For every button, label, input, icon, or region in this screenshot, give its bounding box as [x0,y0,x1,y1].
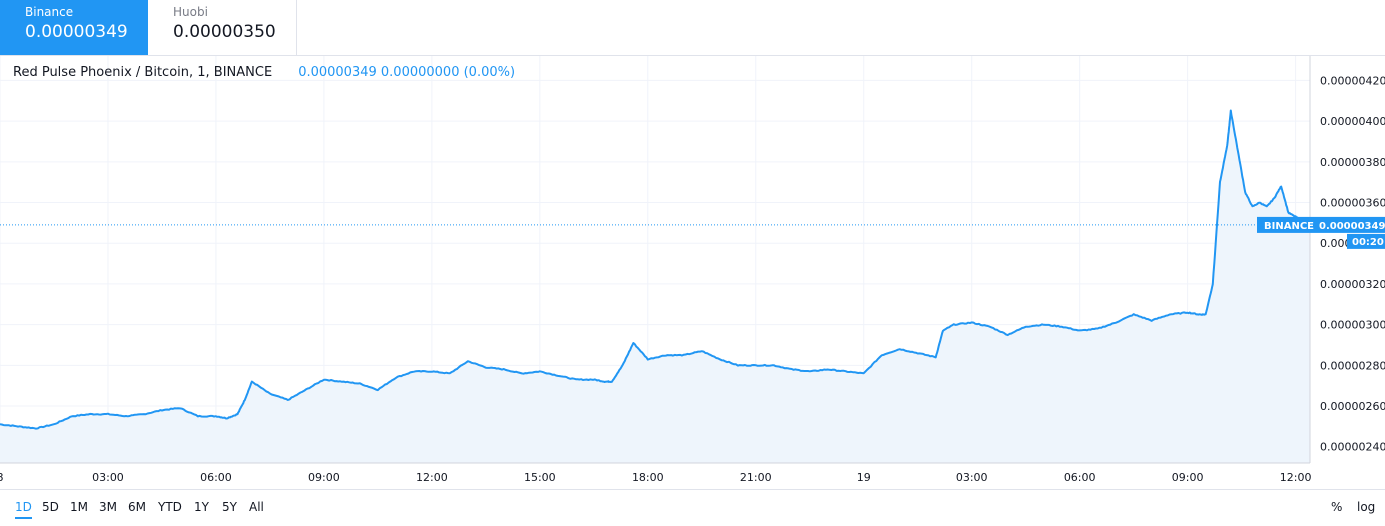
bottom-toolbar: 1D 5D 1M 3M 6M YTD 1Y 5Y All % log [0,489,1385,526]
last-price-badge-box [1257,216,1385,233]
range-5y[interactable]: 5Y [222,500,237,514]
range-3m[interactable]: 3M [99,500,117,514]
x-tick-label: 12:00 [416,471,448,484]
y-tick-label: 0.00000380 [1320,156,1385,169]
range-ytd[interactable]: YTD [158,500,182,514]
exchange-tabs: Binance 0.00000349 Huobi 0.00000350 [0,0,1385,56]
x-tick-label: 03:00 [92,471,124,484]
y-tick-label: 0.00000400 [1320,115,1385,128]
badge-price: 0.00000349 [1319,221,1385,232]
x-tick-label: 06:00 [200,471,232,484]
range-5d[interactable]: 5D [42,500,59,514]
log-scale-button[interactable]: log [1357,500,1376,514]
last-price-badge: BINANCE 0.00000349 00:20 [0,216,1385,249]
tab-huobi-name: Huobi [173,5,208,19]
tab-huobi[interactable]: Huobi 0.00000350 [148,0,297,55]
price-axis[interactable]: 0.00000240 0.00000260 0.00000280 0.00000300… [1309,56,1385,463]
range-1d[interactable]: 1D [15,500,32,519]
x-tick-label: 09:00 [308,471,340,484]
range-6m[interactable]: 6M [128,500,146,514]
x-tick-label: 8 [0,471,4,484]
symbol-title: Red Pulse Phoenix / Bitcoin, 1, BINANCE [13,65,273,80]
percent-scale-button[interactable]: % [1331,500,1343,514]
y-tick-label: 0.00000300 [1320,319,1385,332]
countdown-text: 00:20 [1352,237,1384,248]
y-tick-label: 0.00000360 [1320,197,1385,210]
x-tick-label: 06:00 [1064,471,1096,484]
legend-values: 0.00000349 0.00000000 (0.00%) [298,65,516,80]
x-tick-label: 18:00 [632,471,664,484]
y-tick-label: 0.00000280 [1320,359,1385,372]
price-chart[interactable]: 0.00000240 0.00000260 0.00000280 0.00000300… [0,56,1385,488]
countdown-badge-box [1347,233,1385,249]
range-1m[interactable]: 1M [70,500,88,514]
badge-exchange: BINANCE [1264,221,1314,232]
x-tick-label: 03:00 [956,471,988,484]
x-tick-label: 15:00 [524,471,556,484]
y-tick-label: 0.00000320 [1320,278,1385,291]
x-tick-label: 21:00 [740,471,772,484]
range-all[interactable]: All [249,500,264,514]
x-tick-label: 12:00 [1280,471,1312,484]
tab-binance-name: Binance [25,5,74,19]
x-tick-label: 09:00 [1172,471,1204,484]
series-line [0,109,1311,430]
chart-area[interactable]: 0.00000240 0.00000260 0.00000280 0.00000300… [0,56,1385,488]
range-1y[interactable]: 1Y [194,500,209,514]
series-area-fill [0,110,1310,463]
y-tick-label: 0.00000240 [1320,441,1385,454]
tab-binance[interactable]: Binance 0.00000349 [0,0,148,55]
x-tick-label: 19 [857,471,871,484]
chart-legend: Red Pulse Phoenix / Bitcoin, 1, BINANCE 0… [13,65,515,81]
tab-binance-price: 0.00000349 [25,22,128,42]
tab-huobi-price: 0.00000350 [173,22,276,42]
y-tick-label: 0.00000420 [1320,74,1385,87]
price-area [0,109,1311,463]
y-tick-label: 0.00000260 [1320,400,1385,413]
time-axis[interactable]: 8 03:00 06:00 09:00 12:00 15:00 18:00 21:00 19 03… [0,462,1312,484]
